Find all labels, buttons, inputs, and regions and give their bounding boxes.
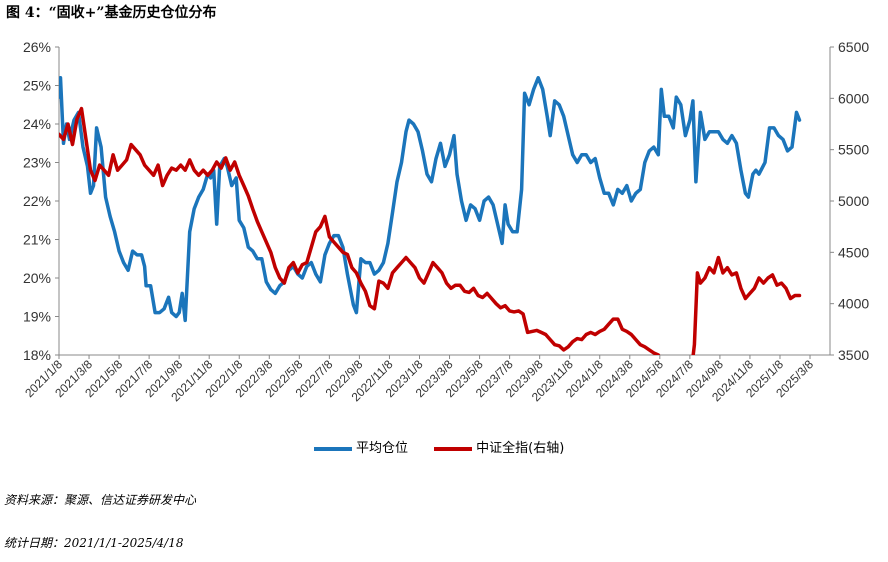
left-tick-label: 18% [23,347,51,363]
left-tick-label: 26% [23,39,51,55]
right-tick-label: 4500 [838,244,869,260]
right-tick-label: 3500 [838,347,869,363]
chart-axes [55,46,834,359]
right-tick-label: 6500 [838,39,869,55]
left-tick-label: 20% [23,270,51,286]
series-line-avg-position [59,76,802,323]
left-tick-label: 22% [23,193,51,209]
line-chart: 18% 19% 20% 21% 22% 23% 24% 25% 26% 3500 4000 4500 5… [22,39,869,404]
left-tick-label: 24% [23,116,51,132]
left-tick-label: 21% [23,232,51,248]
period-note: 统计日期：2021/1/1-2025/4/18 [4,536,184,550]
left-tick-label: 25% [23,78,51,94]
legend-swatch-avg-position [314,446,352,451]
legend-label-csi-all-share: 中证全指(右轴) [476,441,565,456]
chart-series [59,76,802,355]
legend-item-avg-position: 平均仓位 [314,437,408,456]
right-tick-label: 6000 [838,90,869,106]
chart-ticks: 18% 19% 20% 21% 22% 23% 24% 25% 26% 3500 4000 4500 5… [22,39,869,404]
left-tick-label: 23% [23,155,51,171]
legend-item-csi-all-share: 中证全指(右轴) [434,437,564,456]
source-note: 资料来源：聚源、信达证券研发中心 [4,493,197,507]
left-tick-label: 19% [23,309,51,325]
legend-label-avg-position: 平均仓位 [356,441,409,456]
right-tick-label: 5500 [838,142,869,158]
chart-legend: 平均仓位 中证全指(右轴) [314,437,586,456]
chart-title: 图 4：“固收+”基金历史仓位分布 [6,5,217,21]
series-line-csi-all-share [59,106,802,355]
right-tick-label: 5000 [838,193,869,209]
right-tick-label: 4000 [838,296,869,312]
legend-swatch-csi-all-share [434,446,473,451]
